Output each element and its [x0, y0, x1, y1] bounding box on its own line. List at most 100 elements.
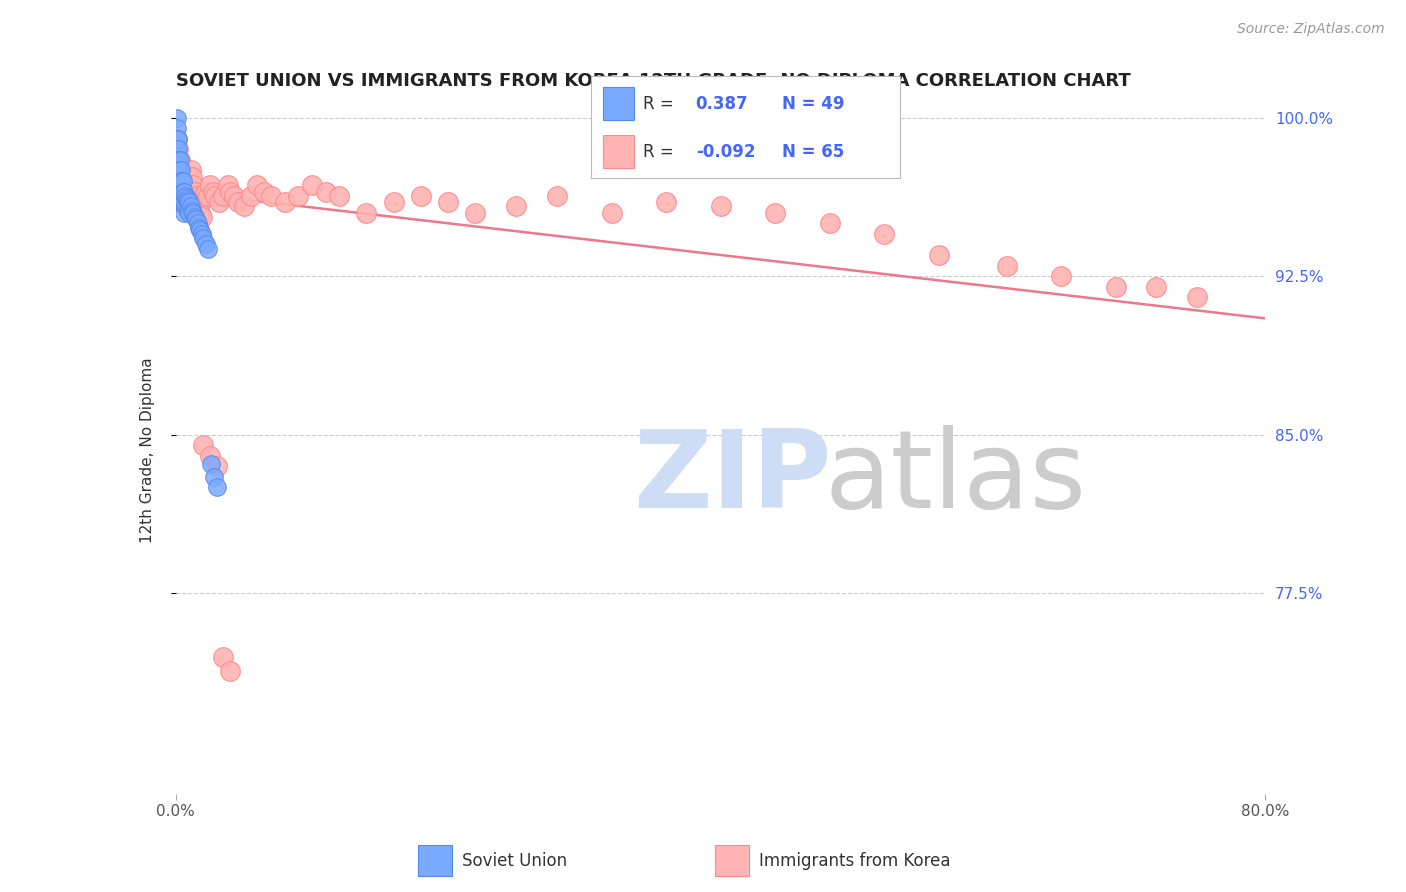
Text: Source: ZipAtlas.com: Source: ZipAtlas.com — [1237, 22, 1385, 37]
Point — [228, 195, 250, 210]
Bar — [603, 136, 634, 168]
Point — [194, 237, 217, 252]
Point — [212, 649, 235, 664]
Point — [1187, 290, 1209, 304]
Point — [382, 195, 405, 210]
Point — [315, 185, 337, 199]
Point — [174, 199, 197, 213]
Point — [995, 259, 1018, 273]
Point — [202, 470, 225, 484]
Point — [187, 220, 209, 235]
Point — [191, 438, 214, 452]
Point — [198, 449, 221, 463]
Point — [169, 153, 191, 167]
Point — [173, 205, 195, 219]
Point — [166, 121, 188, 136]
Point — [180, 163, 202, 178]
Point — [170, 174, 193, 188]
Point — [176, 202, 198, 216]
Point — [197, 189, 219, 203]
Point — [205, 480, 228, 494]
Point — [219, 665, 242, 679]
Point — [173, 174, 195, 188]
Point — [166, 132, 188, 146]
Point — [186, 195, 209, 210]
Point — [224, 189, 246, 203]
Point — [167, 142, 190, 156]
Point — [1144, 279, 1167, 293]
Point — [179, 195, 201, 210]
Text: Soviet Union: Soviet Union — [461, 852, 567, 870]
Point — [177, 193, 200, 207]
Point — [179, 205, 201, 219]
Bar — [419, 846, 453, 876]
Point — [301, 178, 323, 193]
Point — [166, 142, 188, 156]
Point — [356, 205, 378, 219]
Point — [505, 199, 527, 213]
Point — [181, 203, 204, 218]
Point — [172, 169, 194, 184]
Point — [191, 231, 214, 245]
Point — [546, 189, 568, 203]
Point — [186, 212, 208, 227]
Bar — [716, 846, 749, 876]
Point — [198, 178, 221, 193]
Point — [190, 227, 212, 241]
Point — [169, 153, 191, 167]
Bar — [603, 87, 634, 120]
Text: Immigrants from Korea: Immigrants from Korea — [759, 852, 950, 870]
Point — [818, 216, 841, 230]
Point — [173, 195, 195, 210]
Point — [170, 185, 193, 199]
Point — [219, 185, 242, 199]
Point — [186, 189, 208, 203]
Text: N = 49: N = 49 — [782, 95, 845, 112]
Text: atlas: atlas — [824, 425, 1085, 531]
Point — [217, 178, 239, 193]
Text: ZIP: ZIP — [633, 425, 832, 531]
Point — [928, 248, 950, 262]
Point — [172, 174, 194, 188]
Point — [184, 185, 207, 199]
Point — [437, 195, 460, 210]
Point — [183, 178, 205, 193]
Point — [177, 189, 200, 203]
Point — [232, 199, 254, 213]
Point — [167, 174, 190, 188]
Point — [188, 222, 211, 236]
Point — [464, 205, 486, 219]
Point — [873, 227, 896, 241]
Point — [174, 178, 197, 193]
Point — [205, 459, 228, 474]
Point — [197, 242, 219, 256]
Point — [170, 163, 193, 178]
Point — [187, 199, 209, 213]
Text: -0.092: -0.092 — [696, 143, 755, 161]
Point — [167, 163, 190, 178]
Point — [169, 174, 191, 188]
Point — [172, 195, 194, 210]
Point — [194, 185, 217, 199]
Point — [167, 142, 190, 156]
Point — [174, 189, 197, 203]
Point — [170, 195, 193, 210]
Point — [176, 191, 198, 205]
Point — [186, 216, 209, 230]
Point — [172, 185, 194, 199]
Point — [170, 163, 193, 178]
Point — [169, 195, 191, 210]
Point — [260, 189, 283, 203]
Point — [409, 189, 432, 203]
Point — [167, 153, 190, 167]
Point — [167, 132, 190, 146]
Point — [212, 189, 235, 203]
Point — [274, 195, 297, 210]
Point — [763, 205, 786, 219]
Point — [166, 153, 188, 167]
Point — [1104, 279, 1126, 293]
Point — [246, 178, 269, 193]
Point — [166, 111, 188, 125]
Point — [201, 185, 224, 199]
Point — [191, 189, 214, 203]
